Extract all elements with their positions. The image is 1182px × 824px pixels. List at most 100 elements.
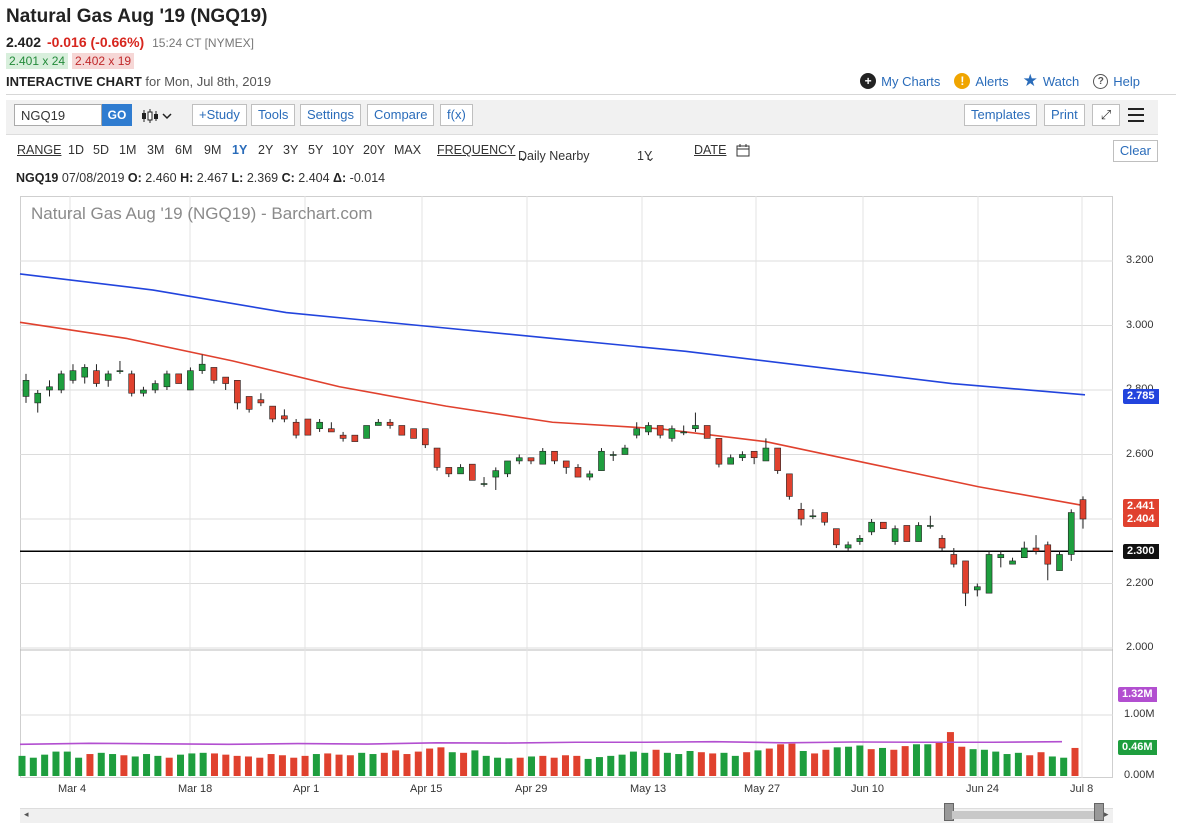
volume-bar <box>935 742 943 776</box>
calendar-icon[interactable] <box>736 143 750 160</box>
candle-body <box>997 554 1005 558</box>
menu-icon[interactable] <box>1128 108 1144 122</box>
candle-body <box>797 509 805 520</box>
range-1y[interactable]: 1Y <box>232 143 248 157</box>
last-price: 2.402 <box>6 34 42 50</box>
range-20y[interactable]: 20Y <box>363 143 386 157</box>
open-value: 2.460 <box>145 171 177 185</box>
range-bar: RANGE 1D 5D 1M 3M 6M 9M 1Y 2Y 3Y 5Y 10Y … <box>6 137 1158 165</box>
volume-bar <box>369 754 377 776</box>
templates-button[interactable]: Templates <box>964 104 1038 126</box>
chart-label: INTERACTIVE CHART <box>6 74 142 89</box>
volume-bar <box>312 754 320 776</box>
scroll-left-icon[interactable]: ◂ <box>24 809 29 819</box>
volume-bar <box>1060 757 1068 776</box>
candle-body <box>292 421 300 436</box>
volume-bar <box>584 758 592 776</box>
volume-bar <box>222 754 230 776</box>
chart-scrollbar[interactable]: ◂ ▸ <box>20 803 1113 823</box>
candle-body <box>703 425 711 439</box>
x-tick-label: May 27 <box>744 783 781 795</box>
candle-body <box>375 421 382 426</box>
volume-bar <box>233 755 241 776</box>
range-6m[interactable]: 6M <box>175 143 193 157</box>
volume-bar <box>811 753 819 776</box>
range-5y[interactable]: 5Y <box>308 143 324 157</box>
volume-bar <box>879 747 887 776</box>
volume-bar <box>663 752 671 776</box>
volume-bar <box>845 746 853 776</box>
candle-body <box>809 515 817 518</box>
study-button[interactable]: +Study <box>192 104 247 126</box>
scroll-right-icon[interactable]: ▸ <box>1104 809 1109 819</box>
candle-body <box>656 425 664 436</box>
alerts-link[interactable]: ! Alerts <box>954 73 1009 89</box>
range-5d[interactable]: 5D <box>93 143 109 157</box>
candle-body <box>81 367 89 378</box>
date-label[interactable]: DATE <box>694 143 727 157</box>
scroll-window[interactable] <box>952 811 1094 819</box>
candle-body <box>386 421 394 426</box>
candle-body <box>398 425 406 436</box>
range-10y[interactable]: 10Y <box>332 143 355 157</box>
range-3m[interactable]: 3M <box>147 143 165 157</box>
candle-body <box>856 538 864 542</box>
range-1d[interactable]: 1D <box>68 143 84 157</box>
chart-frame[interactable] <box>20 196 1113 778</box>
candle-body <box>527 457 535 462</box>
volume-bar <box>573 755 581 776</box>
delta-value: -0.014 <box>349 171 386 185</box>
candle-body <box>222 376 229 384</box>
volume-bar <box>924 744 932 776</box>
frequency-value: Daily Nearby <box>518 149 590 163</box>
high-value: 2.467 <box>196 171 229 185</box>
y-tick-label: 3.000 <box>1126 318 1154 331</box>
quote-time: 15:24 CT [NYMEX] <box>152 36 254 50</box>
candle-body <box>492 470 500 478</box>
y-tick-label: 2.000 <box>1126 641 1154 653</box>
range-3y[interactable]: 3Y <box>283 143 299 157</box>
clear-button[interactable]: Clear <box>1112 140 1158 162</box>
volume-bar <box>324 753 332 776</box>
my-charts-link[interactable]: + My Charts <box>860 73 940 89</box>
my-charts-label: My Charts <box>881 73 941 89</box>
help-label: Help <box>1113 73 1140 89</box>
candle-body <box>598 450 605 471</box>
range-1m[interactable]: 1M <box>119 143 137 157</box>
ohlc-symbol: NGQ19 <box>16 171 59 185</box>
candlestick-icon <box>142 109 172 123</box>
volume-tick-label: 0.00M <box>1124 769 1155 781</box>
symbol-input[interactable]: NGQ19 <box>14 104 102 126</box>
price-line: 2.402 -0.016 (-0.66%) 15:24 CT [NYMEX] <box>6 34 254 50</box>
x-tick-label: Jun 24 <box>966 783 1000 795</box>
tools-button[interactable]: Tools <box>251 104 296 126</box>
candle-body <box>316 421 323 429</box>
volume-bar <box>675 754 683 776</box>
settings-button[interactable]: Settings <box>300 104 361 126</box>
range-9m[interactable]: 9M <box>204 143 222 157</box>
range-max[interactable]: MAX <box>394 143 422 157</box>
volume-bar <box>505 758 513 776</box>
expand-icon[interactable]: ⤢ <box>1092 104 1120 126</box>
chart-type-button[interactable] <box>140 108 174 124</box>
print-button[interactable]: Print <box>1044 104 1085 126</box>
scroll-handle-right[interactable] <box>1094 803 1104 821</box>
ohlc-readout: NGQ19 07/08/2019 O: 2.460 H: 2.467 L: 2.… <box>16 171 385 185</box>
frequency-label: FREQUENCY <box>437 143 516 157</box>
volume-bar <box>912 744 920 776</box>
compare-button[interactable]: Compare <box>367 104 435 126</box>
function-button[interactable]: f(x) <box>440 104 473 126</box>
chart-date: for Mon, Jul 8th, 2019 <box>145 74 272 89</box>
help-link[interactable]: ? Help <box>1093 73 1140 89</box>
watch-link[interactable]: ★ Watch <box>1023 72 1080 89</box>
range-2y[interactable]: 2Y <box>258 143 274 157</box>
volume-bar <box>822 749 830 776</box>
volume-bar <box>154 755 162 776</box>
close-value: 2.404 <box>298 171 330 185</box>
bid-ask: 2.401 x 24 2.402 x 19 <box>6 53 135 69</box>
candle-body <box>163 373 171 388</box>
volume-bar <box>63 751 71 776</box>
go-button[interactable]: GO <box>102 104 132 126</box>
volume-bar <box>992 751 1000 776</box>
alerts-label: Alerts <box>975 73 1009 89</box>
